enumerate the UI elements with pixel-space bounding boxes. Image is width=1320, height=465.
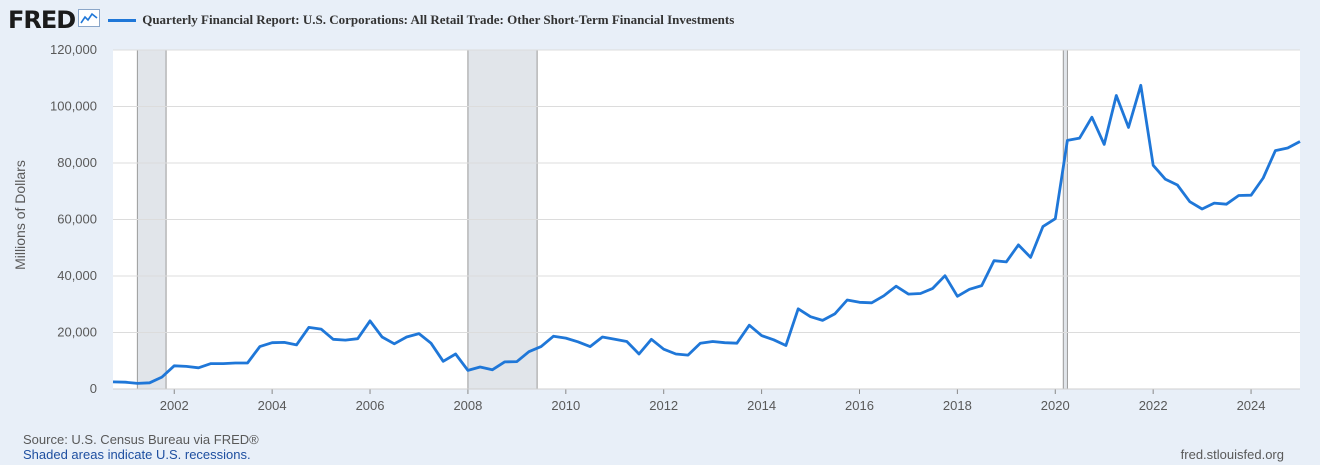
y-tick-label: 120,000 — [50, 42, 97, 57]
y-tick-label: 40,000 — [57, 268, 97, 283]
source-note: Source: U.S. Census Bureau via FRED® — [23, 432, 259, 447]
y-tick-label: 0 — [90, 381, 97, 396]
fred-logo[interactable]: FRED — [8, 6, 76, 34]
x-tick-label: 2016 — [845, 398, 874, 413]
y-tick-label: 60,000 — [57, 212, 97, 227]
x-tick-label: 2008 — [453, 398, 482, 413]
legend-line-swatch — [108, 18, 137, 22]
x-tick-label: 2006 — [356, 398, 385, 413]
x-tick-label: 2022 — [1139, 398, 1168, 413]
x-tick-label: 2018 — [943, 398, 972, 413]
x-tick-label: 2012 — [649, 398, 678, 413]
series-line — [112, 83, 1301, 385]
x-tick-label: 2014 — [747, 398, 776, 413]
y-tick-label: 20,000 — [57, 325, 97, 340]
x-tick-label: 2024 — [1237, 398, 1266, 413]
recession-note: Shaded areas indicate U.S. recessions. — [23, 447, 251, 462]
y-tick-label: 80,000 — [57, 155, 97, 170]
chart-header: FRED Quarterly Financial Report: U.S. Co… — [8, 6, 734, 34]
x-tick-label: 2010 — [551, 398, 580, 413]
x-tick-label: 2004 — [258, 398, 287, 413]
trend-chart-icon — [78, 8, 101, 32]
site-url[interactable]: fred.stlouisfed.org — [1180, 447, 1284, 462]
series-title: Quarterly Financial Report: U.S. Corpora… — [142, 12, 735, 27]
chart-footer: Source: U.S. Census Bureau via FRED® Sha… — [23, 432, 259, 462]
x-tick-label: 2020 — [1041, 398, 1070, 413]
y-tick-label: 100,000 — [50, 99, 97, 114]
x-tick-label: 2002 — [160, 398, 189, 413]
line-chart: 0 20,000 40,000 60,000 80,000 100,000 120,000 2… — [50, 42, 1301, 413]
